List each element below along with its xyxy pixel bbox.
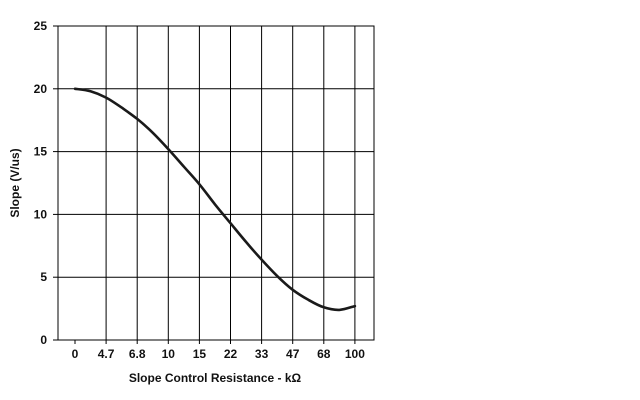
x-tick-label: 22 [224, 347, 238, 361]
y-tick-label: 20 [34, 82, 48, 96]
y-axis-label: Slope (V/us) [8, 148, 22, 217]
x-tick-label: 15 [193, 347, 207, 361]
x-axis-label: Slope Control Resistance - kΩ [129, 371, 302, 385]
x-tick-label: 68 [317, 347, 331, 361]
x-tick-label: 47 [286, 347, 300, 361]
x-tick-label: 33 [255, 347, 269, 361]
x-tick-label: 10 [162, 347, 176, 361]
series-line [73, 87, 357, 312]
x-tick-labels: 0 4.7 6.8 10 15 22 33 47 68 100 [72, 347, 366, 361]
x-tick-label: 100 [345, 347, 365, 361]
y-tick-label: 10 [34, 207, 48, 221]
x-tick-label: 6.8 [129, 347, 146, 361]
x-tick-label: 4.7 [98, 347, 115, 361]
y-tick-label: 15 [34, 145, 48, 159]
y-tick-label: 25 [34, 19, 48, 33]
grid [53, 25, 375, 344]
series-group [73, 87, 357, 312]
y-tick-label: 0 [40, 333, 47, 347]
plot-frame [57, 25, 375, 341]
x-tick-label: 0 [72, 347, 79, 361]
y-tick-labels: 0 5 10 15 20 25 [34, 19, 48, 347]
y-tick-label: 5 [40, 270, 47, 284]
